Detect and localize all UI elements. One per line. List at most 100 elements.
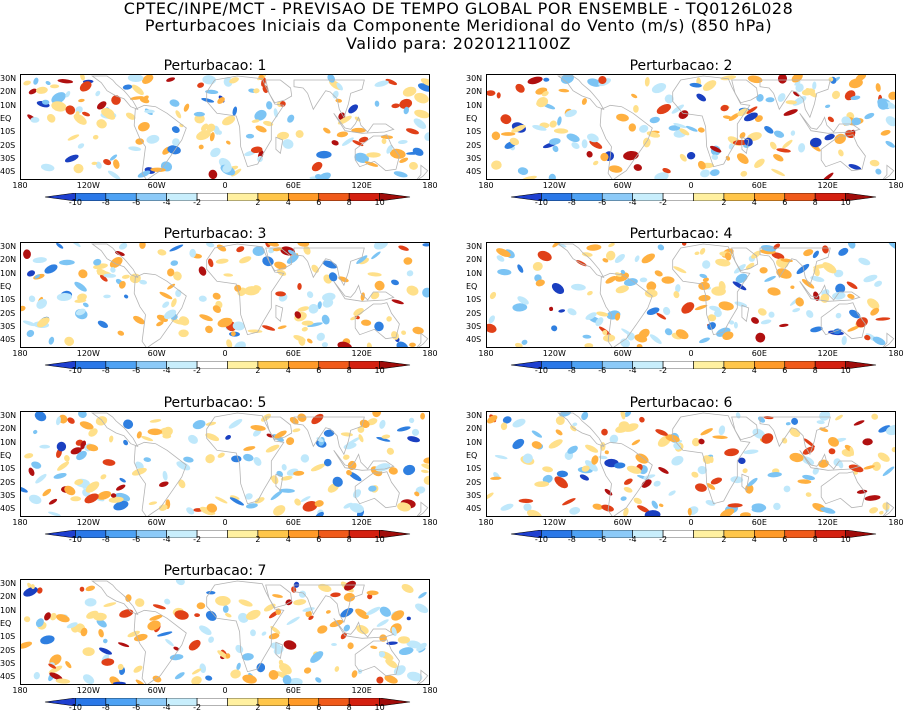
perturbation-blob [201, 123, 209, 132]
lon-label: 60E [285, 181, 301, 190]
lat-label: 20S [0, 645, 16, 655]
lon-label: 180 [12, 518, 28, 527]
perturbation-blob [398, 245, 409, 251]
perturbation-blob [691, 437, 701, 447]
perturbation-blob [82, 302, 89, 308]
perturbation-blob [338, 276, 349, 283]
perturbation-blob [79, 81, 92, 92]
perturbation-blob [414, 92, 429, 104]
perturbation-blob [397, 636, 410, 644]
perturbation-blob [128, 146, 142, 152]
perturbation-blob [797, 479, 812, 484]
title-line-2: Perturbacoes Iniciais da Componente Meri… [144, 16, 773, 35]
panel-title: Perturbacao: 5 [163, 395, 267, 411]
perturbation-blob [125, 594, 132, 602]
perturbation-blob [361, 319, 372, 326]
perturbation-blob [651, 500, 659, 509]
perturbation-blob [229, 497, 245, 506]
perturbation-blob [512, 418, 526, 428]
perturbation-blob [515, 83, 525, 93]
colorbar-label: 6 [316, 198, 322, 207]
perturbation-blob [64, 154, 79, 163]
perturbation-blob [217, 650, 229, 659]
perturbation-blob [316, 332, 325, 341]
perturbation-blob [29, 494, 42, 505]
perturbation-blob [614, 462, 626, 469]
perturbation-blob [372, 412, 382, 418]
perturbation-blob [587, 290, 593, 296]
perturbation-blob [707, 322, 716, 330]
perturbation-blob [276, 131, 290, 140]
perturbation-blob [162, 470, 168, 481]
perturbation-blob [512, 303, 528, 312]
perturbation-blob [853, 420, 865, 426]
colorbar-label: 2 [721, 198, 727, 207]
colorbar [0, 698, 430, 712]
perturbation-blob [45, 80, 51, 86]
perturbation-blob [84, 598, 97, 607]
colorbar-label: -2 [193, 198, 202, 207]
colorbar-label: -2 [193, 366, 202, 375]
colorbar-label: -6 [132, 703, 141, 712]
perturbation-blob [654, 270, 663, 277]
perturbation-blob [838, 149, 844, 157]
lon-label: 180 [12, 686, 28, 695]
perturbation-blob [22, 320, 36, 327]
perturbation-blob [885, 116, 895, 127]
perturbation-blob [822, 245, 829, 254]
lon-label: 180 [888, 349, 904, 358]
perturbation-blob [207, 258, 214, 268]
perturbation-blob [77, 143, 85, 149]
perturbation-blob [687, 507, 692, 516]
perturbation-blob [586, 151, 593, 158]
perturbation-blob [633, 497, 642, 505]
perturbation-blob [502, 416, 512, 424]
perturbation-blob [96, 101, 107, 110]
perturbation-blob [639, 277, 648, 283]
perturbation-blob [885, 424, 895, 436]
perturbation-blob [773, 502, 781, 511]
perturbation-blob [604, 488, 613, 496]
perturbation-blob [398, 647, 414, 656]
colorbar-label: 6 [316, 535, 322, 544]
colorbar-label: -6 [132, 535, 141, 544]
colorbar-segment [845, 361, 877, 369]
perturbation-blob [374, 321, 384, 332]
coastline [275, 641, 284, 660]
perturbation-blob [722, 115, 732, 119]
colorbar-label: 4 [285, 535, 291, 544]
perturbation-blob [51, 92, 66, 104]
perturbation-blob [103, 273, 117, 278]
perturbation-blob [88, 428, 98, 437]
lat-label: 30N [466, 411, 483, 420]
perturbation-blob [711, 286, 726, 296]
perturbation-blob [623, 150, 639, 161]
perturbation-blob [819, 412, 831, 421]
perturbation-blob [97, 320, 108, 329]
perturbation-blob [135, 679, 147, 684]
perturbation-blob [601, 428, 608, 436]
perturbation-blob [532, 125, 547, 131]
lat-label: 10S [466, 464, 482, 474]
perturbation-blob [135, 598, 145, 607]
colorbar-label: -2 [659, 198, 668, 207]
coastline [265, 247, 293, 272]
perturbation-blob [514, 342, 523, 347]
coastline [293, 247, 365, 287]
perturbation-blob [685, 125, 698, 132]
perturbation-blob [250, 425, 266, 431]
perturbation-blob [308, 615, 314, 621]
perturbation-blob [370, 645, 378, 649]
perturbation-blob [115, 484, 126, 491]
perturbation-blob [767, 287, 781, 296]
perturbation-blob [35, 473, 47, 484]
perturbation-blob [812, 467, 819, 475]
perturbation-blob [805, 87, 817, 98]
perturbation-blob [838, 247, 849, 256]
perturbation-blob [838, 460, 844, 469]
lon-label: 60E [751, 181, 767, 190]
perturbation-blob [386, 447, 394, 455]
perturbation-blob [169, 99, 180, 107]
lon-label: 60W [613, 181, 632, 190]
perturbation-blob [552, 145, 559, 153]
